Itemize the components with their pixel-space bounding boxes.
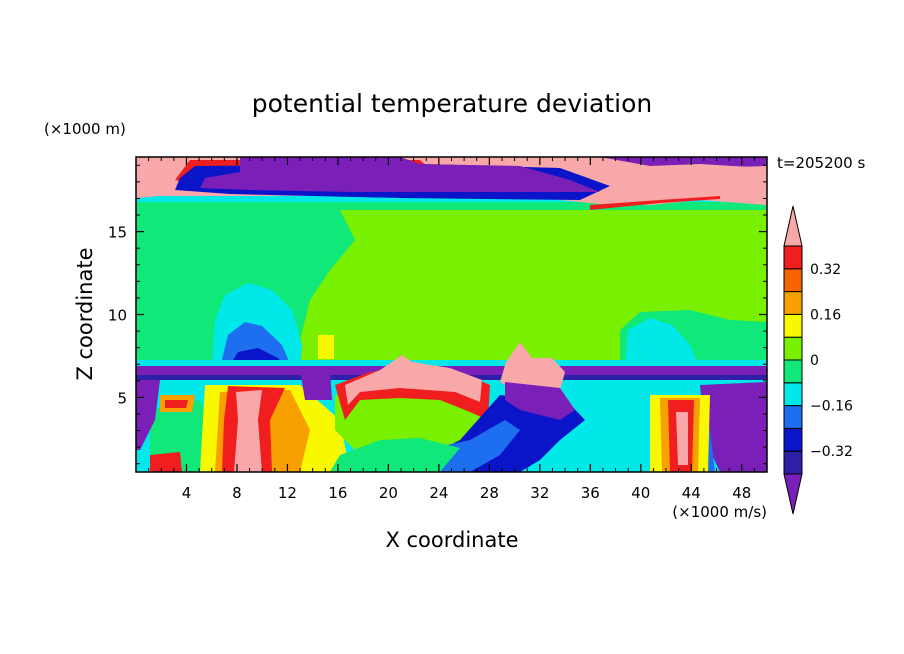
y-axis-ticks: 5 10 15 bbox=[108, 164, 767, 465]
y-tick-label: 15 bbox=[108, 224, 127, 242]
colorbar-tick-label: −0.16 bbox=[810, 399, 853, 415]
x-tick-label: 12 bbox=[278, 484, 297, 502]
field-mid-cyan-right bbox=[625, 318, 700, 368]
colorbar-tick-label: 0.32 bbox=[810, 262, 841, 278]
colorbar-swatch bbox=[783, 291, 803, 315]
x-tick-label: 20 bbox=[379, 484, 398, 502]
field-inversion-cyan bbox=[136, 360, 767, 370]
field-mid-yellow-spot bbox=[318, 335, 334, 359]
colorbar-swatch bbox=[783, 268, 803, 293]
colorbar-extend-high bbox=[783, 205, 803, 247]
colorbar-extend-low bbox=[783, 473, 803, 515]
x-tick-label: 28 bbox=[480, 484, 499, 502]
field-low-left-red bbox=[165, 400, 188, 408]
x-tick-label: 44 bbox=[682, 484, 701, 502]
x-tick-label: 32 bbox=[530, 484, 549, 502]
field-low-mid-pink bbox=[345, 355, 482, 405]
x-tick-label: 24 bbox=[429, 484, 448, 502]
x-tick-label: 16 bbox=[328, 484, 347, 502]
colorbar-swatch bbox=[783, 427, 803, 452]
colorbar-tick-label: 0 bbox=[810, 353, 819, 369]
field-upper-green-band bbox=[136, 202, 767, 210]
x-tick-label: 4 bbox=[182, 484, 192, 502]
colorbar-swatch bbox=[783, 336, 803, 361]
field-upper-right-pink-streak bbox=[640, 166, 767, 196]
chart-title: potential temperature deviation bbox=[252, 89, 652, 118]
field-low-purple-patch bbox=[300, 370, 332, 400]
field-upper-red-streak bbox=[590, 196, 720, 210]
field-upper-right-purple bbox=[600, 157, 767, 168]
colorbar-swatch bbox=[783, 382, 803, 407]
colorbar-tick-label: −0.32 bbox=[810, 444, 853, 460]
field-upper-purple bbox=[200, 157, 600, 192]
colorbar-swatch bbox=[783, 245, 803, 270]
y-tick-label: 5 bbox=[117, 389, 127, 407]
field-low-right-pink-core bbox=[676, 412, 688, 465]
field-low-mid-purple bbox=[505, 382, 575, 420]
field-low-bottom-left-red bbox=[150, 452, 182, 472]
field-low-center-pink bbox=[234, 390, 262, 472]
x-axis-label: X coordinate bbox=[385, 528, 518, 552]
colorbar-swatch bbox=[783, 405, 803, 429]
field-low-green-swirl bbox=[330, 438, 460, 472]
colorbar-tick-label: 0.16 bbox=[810, 307, 841, 323]
x-tick-label: 48 bbox=[732, 484, 751, 502]
colorbar-swatch bbox=[783, 359, 803, 384]
y-axis-label: Z coordinate bbox=[73, 247, 97, 380]
field-low-purple-right bbox=[700, 382, 767, 472]
y-tick-label: 10 bbox=[108, 307, 127, 325]
x-tick-label: 40 bbox=[631, 484, 650, 502]
x-tick-label: 36 bbox=[581, 484, 600, 502]
time-label: t=205200 s bbox=[777, 154, 865, 172]
colorbar-swatch bbox=[783, 450, 803, 475]
colorbar-swatch bbox=[783, 313, 803, 338]
x-axis-ticks: 4 8 12 16 20 24 28 32 36 40 44 48 bbox=[148, 157, 755, 502]
plot-area bbox=[136, 157, 767, 472]
field-low-right-pink bbox=[500, 342, 565, 392]
field-low-mid-green bbox=[335, 390, 495, 455]
y-unit-label: (×1000 m) bbox=[44, 120, 126, 138]
x-tick-label: 8 bbox=[232, 484, 242, 502]
x-unit-label: (×1000 m/s) bbox=[672, 503, 767, 521]
colorbar: −0.32 −0.16 0 0.16 0.32 bbox=[783, 205, 853, 515]
